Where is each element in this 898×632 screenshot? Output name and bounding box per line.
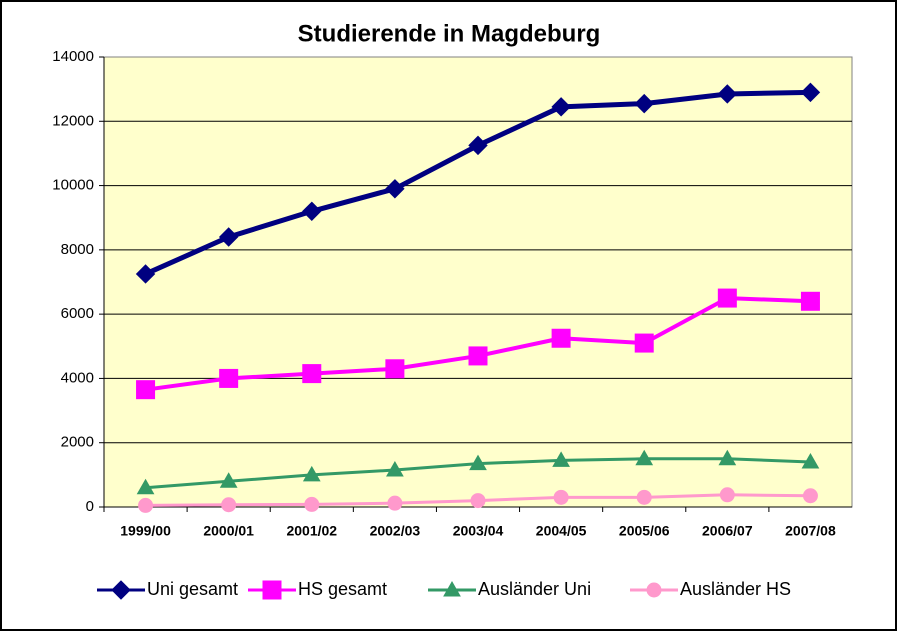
- marker: [801, 452, 820, 469]
- y-tick-label: 6000: [61, 305, 94, 322]
- marker: [635, 449, 654, 466]
- marker: [634, 93, 654, 114]
- y-tick-label: 0: [86, 498, 94, 515]
- marker: [138, 497, 154, 513]
- legend-label: HS gesamt: [298, 579, 387, 599]
- marker: [304, 496, 320, 512]
- marker: [717, 288, 737, 308]
- y-tick-label: 12000: [52, 112, 94, 129]
- x-tick-label: 2001/02: [286, 523, 337, 539]
- marker: [218, 227, 239, 247]
- legend-marker: [646, 582, 662, 598]
- y-tick-label: 10000: [52, 177, 94, 194]
- chart-title: Studierende in Magdeburg: [298, 20, 601, 47]
- x-tick-label: 2002/03: [370, 523, 421, 539]
- legend-marker: [111, 580, 131, 600]
- marker: [802, 488, 818, 504]
- marker: [551, 97, 571, 117]
- plot-area: [103, 56, 853, 508]
- marker: [468, 135, 488, 156]
- marker: [468, 346, 488, 366]
- marker: [717, 84, 738, 104]
- marker: [221, 497, 237, 513]
- marker: [800, 291, 820, 311]
- legend-marker: [443, 580, 461, 597]
- marker: [634, 333, 654, 353]
- y-tick-label: 2000: [61, 434, 94, 451]
- marker: [719, 487, 735, 503]
- marker: [385, 359, 405, 379]
- x-tick-label: 2003/04: [453, 523, 504, 539]
- legend-marker: [262, 580, 282, 600]
- marker: [136, 478, 155, 495]
- x-tick-label: 2005/06: [619, 523, 670, 539]
- y-tick-label: 14000: [52, 48, 94, 65]
- marker: [219, 472, 238, 488]
- marker: [718, 449, 737, 466]
- marker: [387, 495, 403, 511]
- marker: [469, 454, 487, 471]
- marker: [302, 364, 322, 384]
- y-tick-label: 4000: [61, 369, 94, 386]
- x-tick-label: 2000/01: [203, 523, 254, 539]
- marker: [386, 461, 404, 477]
- legend-label: Uni gesamt: [147, 579, 238, 599]
- marker: [552, 451, 570, 467]
- marker: [553, 489, 569, 505]
- marker: [551, 328, 571, 348]
- x-tick-label: 2007/08: [785, 523, 836, 539]
- x-tick-label: 1999/00: [120, 523, 171, 539]
- x-tick-label: 2004/05: [536, 523, 587, 539]
- y-tick-label: 8000: [61, 241, 94, 258]
- marker: [136, 380, 156, 400]
- marker: [800, 82, 821, 103]
- marker: [302, 465, 321, 482]
- marker: [385, 179, 405, 199]
- marker: [135, 264, 156, 284]
- marker: [636, 489, 652, 505]
- x-tick-label: 2006/07: [702, 523, 753, 539]
- marker: [470, 493, 486, 509]
- legend-label: Ausländer HS: [680, 579, 791, 599]
- legend-label: Ausländer Uni: [478, 579, 591, 599]
- marker: [302, 201, 322, 221]
- marker: [219, 368, 239, 388]
